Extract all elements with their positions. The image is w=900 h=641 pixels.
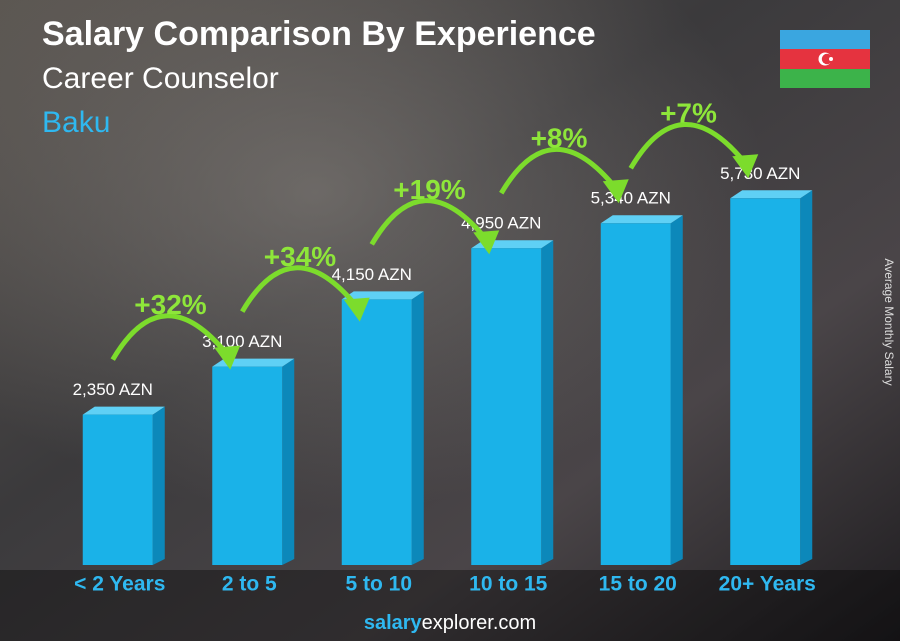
growth-arrow <box>240 265 359 313</box>
growth-arrow <box>628 121 748 170</box>
flag <box>780 30 870 88</box>
growth-label: +19% <box>393 174 465 205</box>
value-label: 5,340 AZN <box>591 189 671 208</box>
x-tick-label: 10 to 15 <box>469 573 548 596</box>
value-label: 5,730 AZN <box>720 164 800 183</box>
growth-arrow <box>110 313 230 361</box>
bar-side <box>800 190 813 565</box>
value-label: 4,950 AZN <box>461 214 541 233</box>
growth-label: +7% <box>660 98 717 129</box>
location: Baku <box>42 106 110 139</box>
bar <box>471 248 542 565</box>
growth-arrow-head <box>343 297 370 322</box>
y-axis-label: Average Monthly Salary <box>882 258 896 385</box>
bar-side <box>541 240 554 565</box>
chart-subtitle: Career Counselor <box>42 62 279 95</box>
x-tick-label: 15 to 20 <box>599 573 677 596</box>
growth-arrow-head <box>732 154 759 179</box>
growth-arrow-head <box>473 230 500 255</box>
growth-arrow-head <box>214 345 241 370</box>
bar-top <box>600 215 683 224</box>
source-domain: explorer.com <box>422 612 537 634</box>
x-tick-label: 20+ Years <box>719 573 816 596</box>
value-label: 2,350 AZN <box>73 380 153 399</box>
x-tick-label: < 2 Years <box>74 573 165 596</box>
growth-label: +32% <box>134 289 206 320</box>
growth-arrow <box>369 198 489 246</box>
growth-label: +34% <box>264 241 336 272</box>
x-tick-label: 5 to 10 <box>345 573 412 596</box>
footer-shade <box>0 570 900 641</box>
bar-side <box>670 215 683 566</box>
growth-label: +8% <box>531 123 588 154</box>
bar-top <box>341 291 424 300</box>
bar-top <box>730 190 813 199</box>
bar-side <box>282 358 295 565</box>
bar-side <box>152 406 165 565</box>
x-tick-label: 2 to 5 <box>222 573 277 596</box>
bar <box>341 299 412 565</box>
chart-title: Salary Comparison By Experience <box>42 15 596 53</box>
source: salaryexplorer.com <box>364 612 536 634</box>
bar <box>82 414 153 565</box>
bar <box>212 366 283 565</box>
value-label: 4,150 AZN <box>332 265 412 284</box>
growth-arrow-head <box>602 179 629 204</box>
bar-side <box>411 291 424 565</box>
growth-arrow <box>499 146 618 195</box>
bar <box>730 198 801 565</box>
bar <box>600 223 671 566</box>
bar-top <box>82 406 165 415</box>
source-brand: salary <box>364 612 423 634</box>
